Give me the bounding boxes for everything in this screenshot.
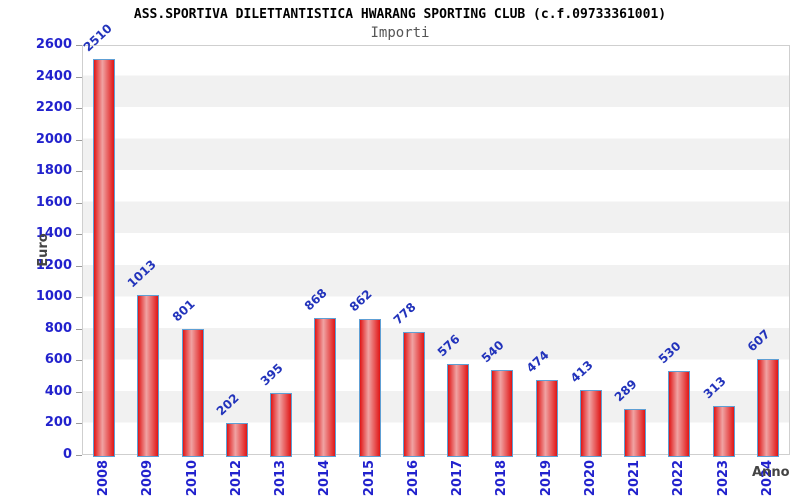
y-tick-mark — [76, 391, 82, 393]
x-tick-label: 2021 — [627, 459, 643, 497]
y-tick-label: 200 — [44, 415, 72, 431]
bar — [225, 423, 248, 457]
bar — [402, 332, 425, 457]
x-tick-label: 2018 — [494, 459, 510, 497]
y-tick-mark — [76, 108, 82, 110]
bar — [181, 328, 204, 457]
bar — [358, 319, 381, 457]
y-tick-mark — [76, 76, 82, 78]
y-tick-label: 2400 — [35, 68, 72, 84]
y-axis-title: Euro — [36, 233, 51, 267]
x-tick-label: 2020 — [582, 459, 598, 497]
x-tick-label: 2019 — [538, 459, 554, 497]
x-tick-label: 2017 — [450, 459, 466, 497]
y-tick-mark — [76, 171, 82, 173]
bar — [579, 389, 602, 457]
y-tick-mark — [76, 234, 82, 236]
x-tick-label: 2012 — [228, 459, 244, 497]
y-tick-mark — [76, 45, 82, 46]
chart-title: ASS.SPORTIVA DILETTANTISTICA HWARANG SPO… — [133, 7, 667, 22]
y-tick-label: 1000 — [35, 289, 72, 305]
y-tick-label: 600 — [44, 352, 72, 368]
x-tick-label: 2013 — [273, 459, 289, 497]
y-tick-label: 1200 — [35, 257, 72, 273]
y-tick-label: 1400 — [35, 226, 72, 242]
bar — [137, 295, 160, 457]
y-tick-mark — [76, 423, 82, 425]
y-tick-label: 1800 — [35, 163, 72, 179]
chart-subtitle: Importi — [370, 25, 430, 41]
bar — [756, 359, 779, 457]
x-tick-label: 2010 — [184, 459, 200, 497]
y-tick-label: 400 — [44, 383, 72, 399]
bar — [447, 364, 470, 457]
x-tick-label: 2015 — [361, 459, 377, 497]
x-tick-label: 2023 — [715, 459, 731, 497]
bar — [93, 59, 116, 457]
y-tick-label: 2000 — [35, 131, 72, 147]
bar — [314, 318, 337, 457]
y-tick-label: 800 — [44, 320, 72, 336]
y-tick-mark — [76, 297, 82, 299]
bar — [668, 371, 691, 457]
x-tick-label: 2009 — [140, 459, 156, 497]
x-axis-title: Anno — [752, 465, 790, 480]
y-tick-label: 0 — [62, 447, 72, 462]
y-tick-mark — [76, 328, 82, 330]
bar — [270, 392, 293, 457]
x-tick-label: 2016 — [405, 459, 421, 497]
y-tick-mark — [76, 265, 82, 267]
y-tick-label: 1600 — [35, 194, 72, 210]
y-tick-mark — [76, 202, 82, 204]
x-tick-label: 2008 — [96, 459, 112, 497]
bar — [535, 380, 558, 457]
y-tick-label: 2200 — [35, 100, 72, 116]
y-tick-mark — [76, 139, 82, 141]
y-tick-mark — [76, 360, 82, 362]
x-tick-label: 2022 — [671, 459, 687, 497]
x-tick-label: 2014 — [317, 459, 333, 497]
bar — [624, 409, 647, 457]
y-tick-label: 2600 — [35, 37, 72, 52]
bar — [712, 405, 735, 457]
bar — [491, 369, 514, 457]
y-tick-mark — [76, 455, 82, 456]
